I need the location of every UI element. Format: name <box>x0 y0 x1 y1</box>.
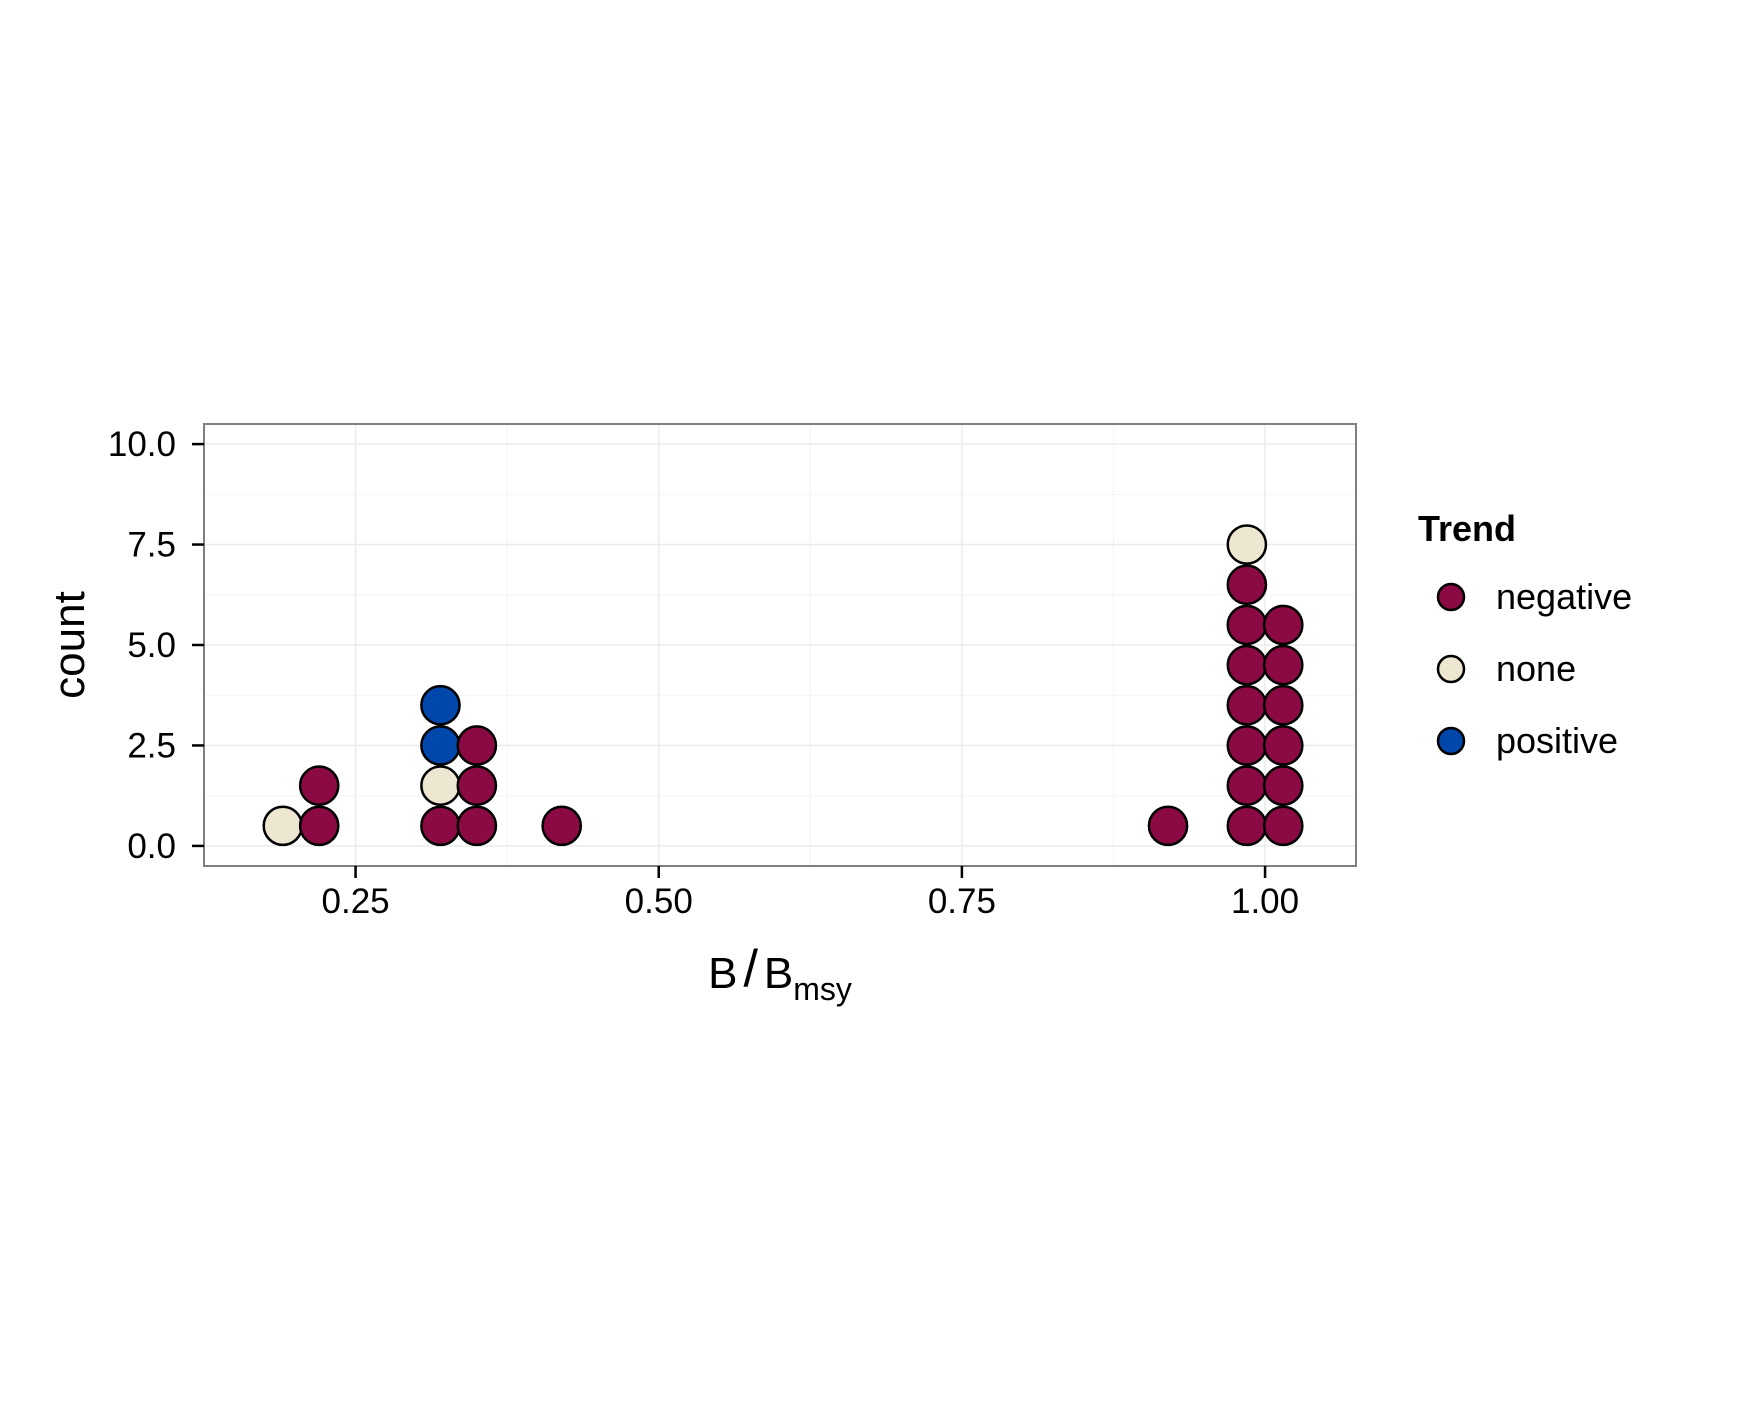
x-axis-title-base: B <box>764 949 793 998</box>
data-point-negative <box>1226 564 1268 606</box>
data-point-negative <box>1226 644 1268 686</box>
legend-key-negative <box>1436 582 1466 612</box>
x-tick-label: 0.25 <box>322 882 390 921</box>
x-tick-label: 0.50 <box>625 882 693 921</box>
x-tick-label: 1.00 <box>1231 882 1299 921</box>
data-point-positive <box>420 684 461 726</box>
y-axis-title: count <box>45 591 94 699</box>
data-point-negative <box>1226 604 1268 646</box>
data-point-negative <box>456 725 498 766</box>
data-point-negative <box>1226 805 1268 847</box>
x-axis-title-separator: / <box>743 940 758 998</box>
data-point-negative <box>1262 604 1304 646</box>
y-tick-label: 0.0 <box>127 827 176 866</box>
x-axis-title: B / Bmsy <box>708 940 852 1007</box>
y-tick-label: 5.0 <box>127 626 176 665</box>
data-point-negative <box>1262 644 1304 686</box>
data-points <box>262 524 1304 847</box>
legend-label-none: none <box>1496 648 1576 689</box>
data-point-negative <box>1226 684 1268 726</box>
data-point-none <box>420 765 461 806</box>
data-point-negative <box>456 805 498 847</box>
x-axis-title-subscript: msy <box>793 971 852 1007</box>
y-tick-label: 2.5 <box>127 726 176 765</box>
data-point-negative <box>1147 805 1189 847</box>
data-point-negative <box>1262 805 1304 847</box>
legend-title: Trend <box>1418 508 1516 549</box>
legend: Trend negative none positive <box>1418 508 1632 761</box>
legend-label-negative: negative <box>1496 576 1632 617</box>
data-point-negative <box>298 805 340 847</box>
data-point-negative <box>1262 725 1304 766</box>
legend-key-none <box>1436 654 1466 684</box>
data-point-negative <box>298 765 340 806</box>
legend-key-positive <box>1436 726 1466 756</box>
data-point-negative <box>1226 765 1268 806</box>
data-point-negative <box>420 805 461 847</box>
data-point-none <box>1226 524 1268 565</box>
data-point-negative <box>1262 765 1304 806</box>
data-point-none <box>262 805 304 847</box>
data-point-negative <box>1262 684 1304 726</box>
x-tick-label: 0.75 <box>928 882 996 921</box>
data-point-negative <box>1226 725 1268 766</box>
data-point-negative <box>456 765 498 806</box>
y-tick-label: 10.0 <box>108 425 176 464</box>
data-point-negative <box>541 805 583 847</box>
x-axis: 0.25 0.50 0.75 1.00 <box>322 866 1299 921</box>
y-tick-label: 7.5 <box>127 526 176 565</box>
legend-label-positive: positive <box>1496 720 1618 761</box>
data-point-positive <box>420 725 461 766</box>
x-axis-title-main: B <box>708 949 737 998</box>
y-axis: 0.0 2.5 5.0 7.5 10.0 <box>108 425 204 866</box>
